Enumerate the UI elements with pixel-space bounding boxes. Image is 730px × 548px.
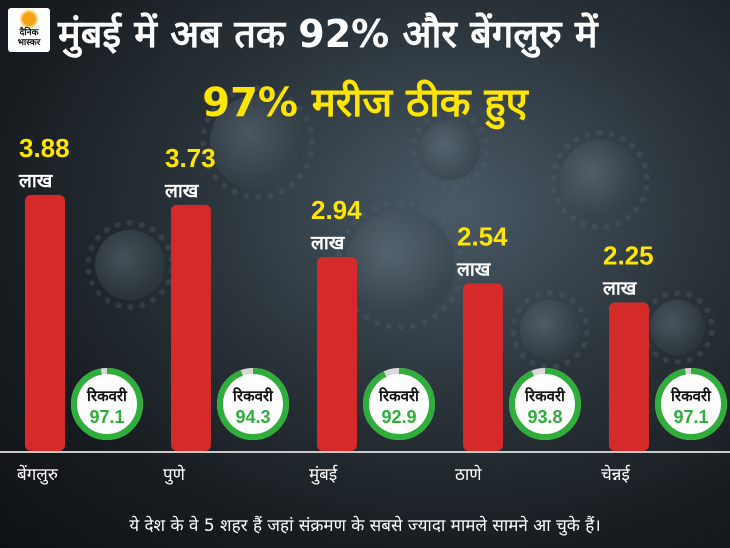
recovery-value: 93.8 (527, 407, 562, 427)
brand-logo: दैनिक भास्कर (8, 8, 50, 52)
x-axis-line (0, 451, 730, 453)
recovery-value: 94.3 (235, 407, 270, 427)
value-label: 2.54 (457, 221, 508, 251)
category-label: बेंगलुरु (17, 464, 59, 485)
recovery-label: रिकवरी (524, 387, 566, 405)
virus-decoration (510, 290, 590, 370)
recovery-ring-progress (71, 368, 143, 440)
bar (463, 283, 503, 451)
headline-line-1: मुंबई में अब तक 92% और बेंगलुरु में (58, 12, 598, 56)
recovery-ring-progress (509, 368, 581, 440)
unit-label: लाख (602, 278, 638, 300)
recovery-value: 92.9 (381, 407, 416, 427)
unit-label: लाख (456, 258, 492, 280)
recovery-label: रिकवरी (86, 387, 128, 405)
category-label: मुंबई (309, 464, 338, 485)
virus-decoration (550, 130, 650, 230)
value-label: 2.94 (311, 195, 362, 225)
unit-label: लाख (18, 170, 54, 192)
category-label: चेन्नई (601, 464, 631, 485)
recovery-ring-progress (363, 368, 435, 440)
bar (171, 204, 211, 451)
recovery-value: 97.1 (673, 407, 708, 427)
sun-icon (22, 12, 36, 26)
category-label: ठाणे (455, 464, 482, 485)
bar (25, 194, 65, 452)
virus-decoration (640, 290, 715, 365)
recovery-value: 97.1 (89, 407, 124, 427)
virus-decoration (410, 110, 490, 190)
recovery-ring-progress (655, 368, 727, 440)
recovery-label: रिकवरी (232, 387, 274, 405)
footnote: ये देश के वे 5 शहर हैं जहां संक्रमण के स… (129, 516, 601, 536)
headline-line-2: 97% मरीज ठीक हुए (202, 80, 528, 126)
unit-label: लाख (164, 180, 200, 202)
unit-label: लाख (310, 232, 346, 254)
recovery-ring-progress (217, 368, 289, 440)
brand-logo-text: दैनिक भास्कर (17, 28, 41, 48)
virus-decoration (200, 85, 315, 200)
value-label: 2.25 (603, 241, 654, 271)
value-label: 3.88 (19, 133, 70, 163)
bar (317, 256, 357, 451)
bar (609, 302, 649, 451)
recovery-label: रिकवरी (670, 387, 712, 405)
recovery-label: रिकवरी (378, 387, 420, 405)
value-label: 3.73 (165, 143, 216, 173)
category-label: पुणे (163, 464, 186, 485)
